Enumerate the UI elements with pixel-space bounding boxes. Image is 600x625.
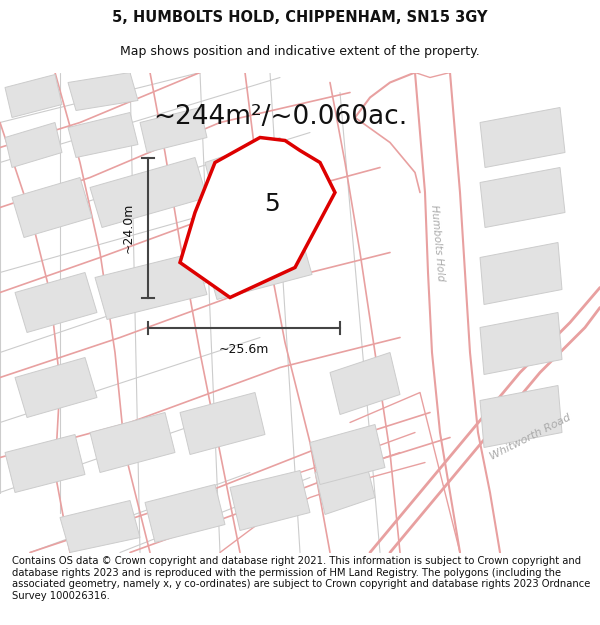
Polygon shape xyxy=(68,72,138,111)
Polygon shape xyxy=(68,112,138,158)
Polygon shape xyxy=(205,232,312,299)
Polygon shape xyxy=(90,158,207,228)
Text: ~25.6m: ~25.6m xyxy=(219,343,269,356)
Polygon shape xyxy=(60,501,140,552)
Polygon shape xyxy=(480,242,562,304)
Polygon shape xyxy=(140,107,207,152)
Text: 5, HUMBOLTS HOLD, CHIPPENHAM, SN15 3GY: 5, HUMBOLTS HOLD, CHIPPENHAM, SN15 3GY xyxy=(112,11,488,26)
Polygon shape xyxy=(15,357,97,418)
Text: Contains OS data © Crown copyright and database right 2021. This information is : Contains OS data © Crown copyright and d… xyxy=(12,556,590,601)
Polygon shape xyxy=(230,471,310,531)
Text: ~244m²/~0.060ac.: ~244m²/~0.060ac. xyxy=(153,104,407,131)
Polygon shape xyxy=(310,424,385,484)
Polygon shape xyxy=(5,122,62,168)
Polygon shape xyxy=(480,107,565,168)
Text: Humbolts Hold: Humbolts Hold xyxy=(428,204,445,281)
Polygon shape xyxy=(180,392,265,454)
Polygon shape xyxy=(5,434,85,492)
Text: ~24.0m: ~24.0m xyxy=(121,202,134,252)
Polygon shape xyxy=(180,138,335,298)
Polygon shape xyxy=(480,168,565,228)
Polygon shape xyxy=(5,74,62,118)
Polygon shape xyxy=(145,484,225,542)
Polygon shape xyxy=(90,412,175,472)
Polygon shape xyxy=(12,177,92,238)
Polygon shape xyxy=(205,138,290,202)
Polygon shape xyxy=(480,312,562,374)
Text: 5: 5 xyxy=(263,192,280,216)
Polygon shape xyxy=(15,272,97,332)
Polygon shape xyxy=(330,352,400,414)
Polygon shape xyxy=(315,458,375,514)
Text: Whitworth Road: Whitworth Road xyxy=(488,412,572,462)
Polygon shape xyxy=(95,253,207,319)
Text: Map shows position and indicative extent of the property.: Map shows position and indicative extent… xyxy=(120,45,480,58)
Polygon shape xyxy=(480,386,562,448)
